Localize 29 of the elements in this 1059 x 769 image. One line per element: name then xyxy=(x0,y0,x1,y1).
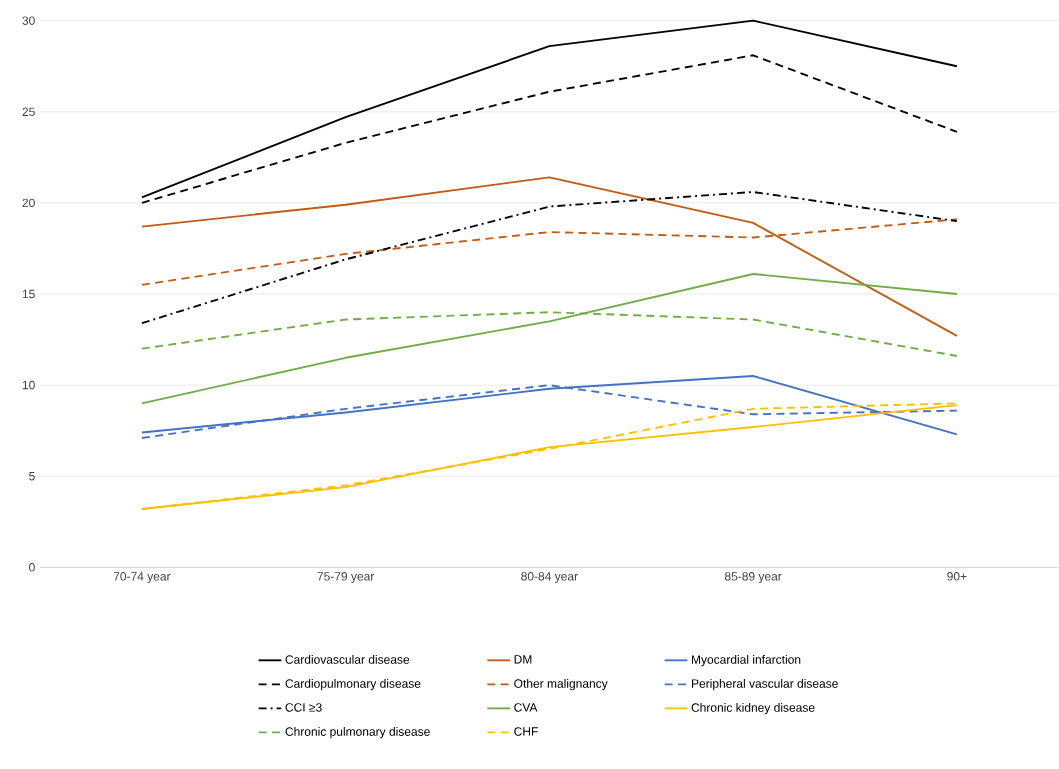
line-series xyxy=(140,190,958,324)
legend-label: Peripheral vascular disease xyxy=(691,678,838,690)
x-tick-label: 80-84 year xyxy=(521,571,578,583)
x-tick-label: 75-79 year xyxy=(317,571,375,583)
legend-label: Myocardial infarction xyxy=(691,654,801,666)
legend-label: Chronic kidney disease xyxy=(691,702,815,715)
y-tick-label: 25 xyxy=(22,107,35,116)
y-tick-label: 5 xyxy=(29,471,35,481)
legend-label: CVA xyxy=(514,702,538,712)
legend-label: CCI ≥3 xyxy=(285,702,322,712)
x-tick-label: 85-89 year xyxy=(724,571,782,583)
line-series xyxy=(140,272,958,405)
y-tick-label: 10 xyxy=(22,380,35,390)
y-tick-label: 30 xyxy=(22,16,35,25)
legend-label: DM xyxy=(514,654,532,664)
x-tick-label: 70-74 year xyxy=(113,571,171,583)
legend-label: Cardiovascular disease xyxy=(285,654,410,664)
y-tick-label: 15 xyxy=(22,289,35,299)
line-series xyxy=(140,374,958,436)
legend-label: Cardiopulmonary disease xyxy=(285,678,421,690)
y-tick-label: 0 xyxy=(29,562,35,572)
line-series xyxy=(140,54,958,204)
line-series xyxy=(140,19,958,199)
legend-label: Chronic pulmonary disease xyxy=(285,726,430,739)
line-series xyxy=(140,176,958,337)
legend-label: CHF xyxy=(514,727,538,736)
y-tick-label: 20 xyxy=(22,198,35,207)
x-tick-label: 90+ xyxy=(947,571,967,581)
legend-label: Other malignancy xyxy=(514,678,608,690)
